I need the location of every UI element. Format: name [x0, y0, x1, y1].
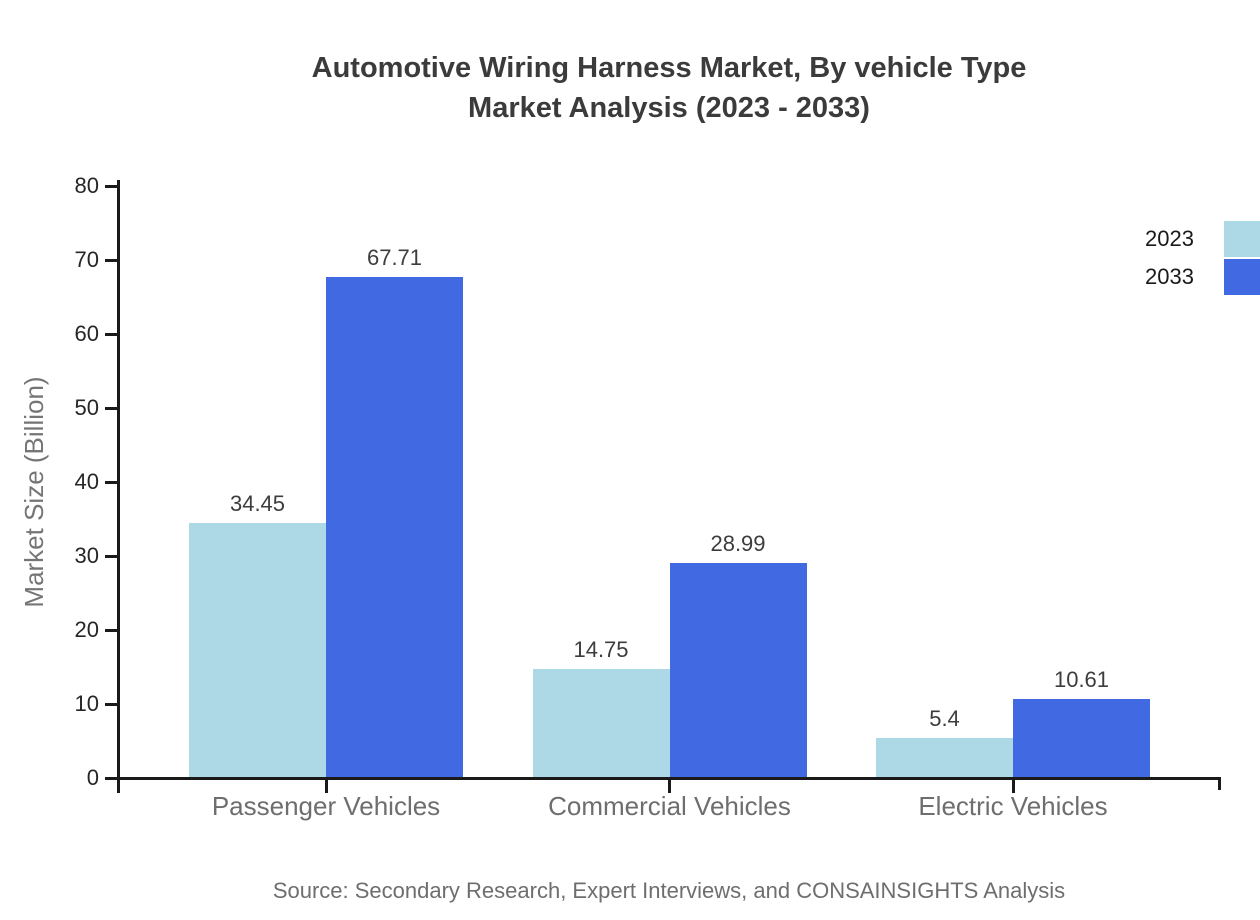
legend-item-2033: 2033 [1145, 258, 1260, 295]
y-tick-label-20: 20 [74, 617, 99, 642]
source-note: Source: Secondary Research, Expert Inter… [272, 878, 1066, 903]
chart-title: Automotive Wiring Harness Market, By veh… [117, 48, 1221, 128]
x-tick-passenger-vehicles [324, 780, 328, 793]
y-tick-80 [105, 184, 117, 188]
y-tick-30 [105, 554, 117, 558]
bar-value-2023-electric-vehicles: 5.4 [929, 706, 960, 732]
y-tick-40 [105, 480, 117, 484]
y-tick-10 [105, 702, 117, 706]
category-label-passenger-vehicles: Passenger Vehicles [211, 791, 441, 821]
chart-title-line1: Automotive Wiring Harness Market, By veh… [311, 52, 1027, 84]
bar-value-2023-commercial-vehicles: 14.75 [573, 636, 629, 662]
y-tick-label-80: 80 [74, 173, 99, 198]
x-tick-commercial-vehicles [668, 780, 671, 793]
legend-label-2033: 2033 [1145, 263, 1194, 289]
y-tick-label-70: 70 [74, 247, 99, 272]
y-tick-0 [105, 776, 117, 780]
y-tick-label-30: 30 [74, 543, 99, 568]
x-axis-end-tick [1218, 777, 1221, 790]
legend: 2023 2033 [1145, 220, 1260, 296]
legend-swatch-2033 [1224, 258, 1260, 295]
legend-label-2023: 2023 [1145, 225, 1194, 251]
y-tick-label-40: 40 [74, 469, 99, 494]
y-tick-70 [105, 258, 117, 262]
bar-2033-electric-vehicles [1013, 699, 1150, 778]
x-tick-electric-vehicles [1011, 780, 1015, 793]
bar-value-2033-passenger-vehicles: 67.71 [366, 244, 423, 270]
y-tick-20 [105, 628, 117, 632]
bar-value-2033-electric-vehicles: 10.61 [1053, 667, 1110, 693]
bar-2023-electric-vehicles [876, 738, 1013, 778]
bar-2023-passenger-vehicles [189, 523, 326, 778]
y-tick-label-0: 0 [86, 765, 99, 790]
y-tick-50 [105, 406, 117, 410]
y-tick-label-10: 10 [74, 691, 99, 716]
bar-2033-commercial-vehicles [669, 563, 807, 778]
category-label-commercial-vehicles: Commercial Vehicles [548, 791, 791, 821]
bar-value-2023-passenger-vehicles: 34.45 [229, 491, 286, 517]
bar-2033-passenger-vehicles [326, 276, 463, 778]
category-label-electric-vehicles: Electric Vehicles [918, 791, 1108, 821]
x-axis-line [117, 777, 1221, 780]
bar-value-2033-commercial-vehicles: 28.99 [710, 531, 766, 557]
bar-2023-commercial-vehicles [532, 668, 670, 778]
y-tick-60 [105, 332, 117, 336]
legend-item-2023: 2023 [1145, 220, 1260, 257]
y-tick-label-50: 50 [74, 395, 99, 420]
y-axis-line [117, 180, 120, 793]
legend-swatch-2023 [1224, 220, 1260, 257]
y-tick-label-60: 60 [74, 321, 99, 346]
chart-title-line2: Market Analysis (2023 - 2033) [468, 92, 870, 124]
